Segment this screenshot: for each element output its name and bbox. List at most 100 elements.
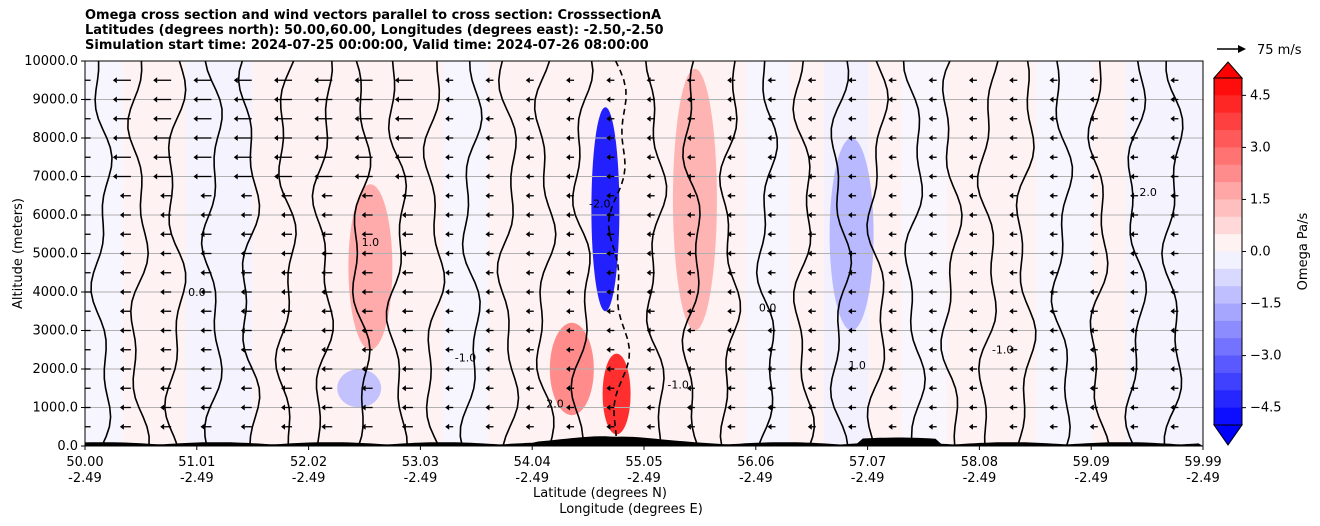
wind-vector-head (240, 212, 245, 218)
wind-vector-head (321, 231, 326, 238)
wind-vector-head (112, 96, 117, 103)
omega-contour (755, 61, 779, 446)
wind-vector-head (888, 346, 893, 353)
wind-vector-head (112, 154, 117, 161)
wind-vector-head (160, 192, 165, 199)
wind-vector-head (281, 423, 286, 430)
wind-vector-head (119, 212, 124, 218)
wind-vector-head (646, 269, 651, 276)
wind-vector-head (686, 346, 691, 353)
wind-vector-head (281, 289, 286, 295)
wind-vector-head (727, 192, 732, 199)
chart-title: Omega cross section and wind vectors par… (85, 8, 664, 53)
wind-vector-head (848, 289, 853, 295)
x-tick-label-lon: -2.49 (963, 471, 997, 486)
wind-vector-head (1049, 192, 1054, 199)
wind-vector-head (361, 327, 366, 334)
colorbar-segment (1214, 320, 1242, 339)
wind-vector-head (281, 327, 286, 334)
wind-vector-head (686, 269, 691, 276)
wind-vector-head (848, 173, 853, 180)
wind-vector-head (240, 423, 245, 430)
wind-vector-head (767, 366, 772, 372)
wind-vector-head (80, 308, 84, 314)
wind-vector-head (566, 366, 571, 372)
wind-vector-head (888, 250, 893, 257)
wind-vector-head (566, 308, 571, 315)
wind-vector-head (686, 308, 691, 315)
wind-vector-head (485, 289, 490, 295)
colorbar-segment (1214, 338, 1242, 357)
wind-vector-head (1130, 404, 1135, 411)
wind-vector-head (200, 423, 205, 430)
wind-vector-head (767, 173, 772, 180)
wind-vector-head (888, 269, 893, 276)
colorbar-tick-label: 4.5 (1250, 88, 1271, 103)
wind-vector-head (281, 346, 286, 353)
x-axis-label-lat: Latitude (degrees N) (533, 486, 667, 501)
wind-vector-head (485, 154, 490, 161)
wind-vector-head (314, 154, 319, 161)
wind-vector-head (928, 96, 933, 103)
wind-vector-head (485, 327, 490, 334)
colorbar-segment (1214, 199, 1242, 218)
wind-vector-head (888, 231, 893, 238)
y-tick-label: 1000.0 (33, 401, 79, 416)
wind-vector-head (314, 173, 319, 180)
wind-vector-head (1049, 289, 1054, 295)
wind-vector-head (200, 289, 205, 295)
wind-vector-head (1089, 269, 1094, 276)
wind-vector-head (1089, 212, 1094, 218)
wind-vector-head (1089, 385, 1094, 392)
wind-vector-head (566, 77, 571, 84)
contour-label: -1.0 (992, 344, 1013, 357)
wind-vector-head (281, 231, 286, 238)
wind-vector-head (160, 385, 165, 392)
wind-vector-head (274, 96, 279, 103)
wind-vector-head (445, 404, 450, 411)
wind-vector-head (606, 250, 611, 257)
wind-vector-head (928, 173, 933, 180)
wind-vector-head (1009, 404, 1014, 411)
wind-vector-head (1130, 231, 1135, 238)
wind-vector-head (1049, 231, 1054, 238)
wind-vector-head (525, 212, 530, 218)
wind-vector-head (240, 289, 245, 295)
wind-vector-head (727, 212, 732, 218)
wind-vector-head (233, 135, 238, 141)
wind-vector-head (321, 192, 326, 199)
wind-vector-head (807, 96, 812, 103)
wind-vector-head (1089, 192, 1094, 199)
x-tick-label-lon: -2.49 (180, 471, 214, 486)
wind-vector-head (646, 346, 651, 353)
wind-vector-head (646, 423, 651, 430)
colorbar-segment (1214, 164, 1242, 183)
x-tick-label-lat: 59.99 (1184, 455, 1221, 470)
wind-vector-head (1009, 366, 1014, 372)
wind-vector-head (606, 154, 611, 161)
wind-vector-head (968, 231, 973, 238)
wind-vector-head (401, 385, 406, 392)
wind-vector-head (445, 289, 450, 295)
wind-vector-head (445, 212, 450, 218)
wind-vector-head (1009, 115, 1014, 122)
wind-vector-head (686, 366, 691, 372)
wind-vector-head (646, 115, 651, 122)
wind-vector-head (566, 289, 571, 295)
wind-vector-head (1170, 289, 1175, 295)
wind-vector-head (1049, 250, 1054, 257)
omega-contour (90, 61, 113, 446)
wind-vector-head (200, 308, 205, 315)
wind-vector-head (767, 231, 772, 238)
wind-vector-head (160, 289, 165, 295)
colorbar-label: Omega Pa/s (1296, 212, 1311, 290)
wind-vector-head (727, 173, 732, 180)
wind-vector-head (445, 366, 450, 372)
wind-vector-head (1130, 269, 1135, 276)
wind-vector-head (1170, 96, 1175, 103)
wind-vector-head (153, 135, 158, 141)
omega-contour (496, 61, 520, 446)
wind-vector-head (1049, 346, 1054, 353)
wind-vector-head (401, 231, 406, 238)
wind-vector-head (1170, 404, 1175, 411)
